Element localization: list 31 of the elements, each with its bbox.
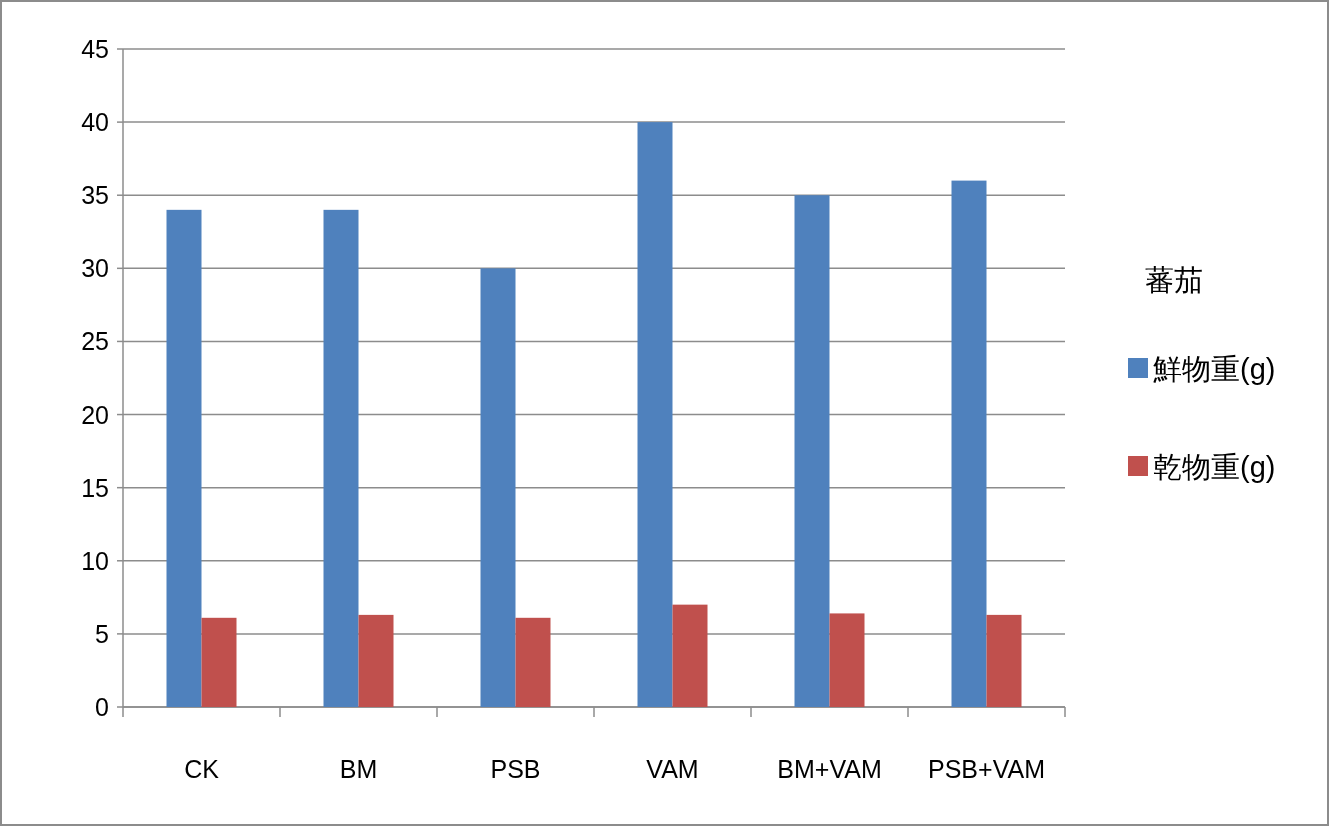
x-tick-label: PSB+VAM <box>928 755 1045 783</box>
x-tick-label: BM+VAM <box>777 755 882 783</box>
y-tick-label: 25 <box>81 327 109 356</box>
x-tick-label: CK <box>184 755 220 783</box>
y-tick-label: 35 <box>81 181 109 210</box>
x-tick-label: VAM <box>646 755 699 783</box>
bar <box>672 604 708 707</box>
legend-title: 蕃茄 <box>1145 264 1203 296</box>
bar <box>358 614 394 707</box>
legend-label: 乾物重(g) <box>1153 451 1276 483</box>
bar <box>986 614 1022 707</box>
bar <box>480 268 516 707</box>
y-tick-label: 20 <box>81 400 109 429</box>
bar <box>637 122 673 707</box>
bar <box>515 617 551 707</box>
bar <box>794 195 830 707</box>
y-tick-label: 45 <box>81 35 109 63</box>
x-tick-label: BM <box>339 755 378 783</box>
legend-label: 鮮物重(g) <box>1153 353 1276 385</box>
bar <box>166 209 202 707</box>
bar <box>323 209 359 707</box>
x-tick-label: PSB <box>490 755 541 783</box>
bar <box>951 180 987 707</box>
bar <box>829 613 865 707</box>
y-tick-label: 15 <box>81 473 109 502</box>
y-tick-label: 5 <box>95 619 109 648</box>
y-tick-label: 10 <box>81 546 109 575</box>
y-tick-label: 0 <box>95 693 109 721</box>
y-tick-label: 30 <box>81 254 109 283</box>
bar <box>201 617 237 707</box>
y-tick-label: 40 <box>81 108 109 137</box>
